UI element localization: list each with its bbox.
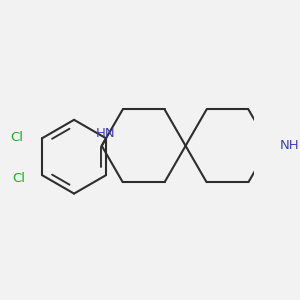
Text: HN: HN — [96, 127, 116, 140]
Text: NH: NH — [280, 139, 299, 152]
Text: Cl: Cl — [11, 131, 24, 144]
Text: Cl: Cl — [12, 172, 25, 185]
